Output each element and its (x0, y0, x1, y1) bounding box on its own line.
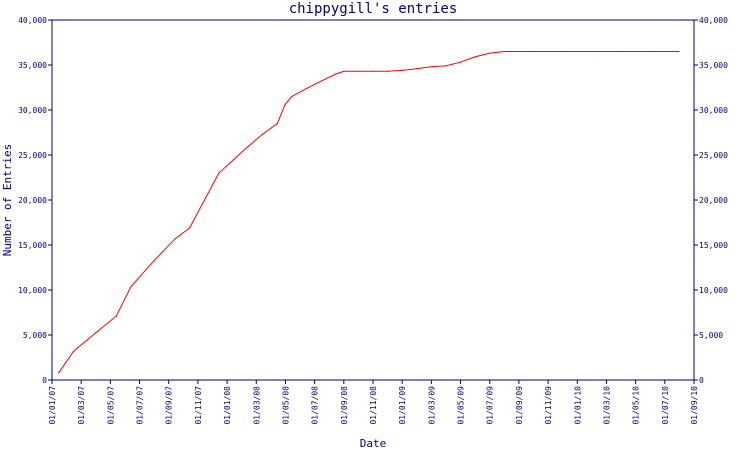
y-tick-label-right: 15,000 (699, 241, 728, 250)
data-point (218, 172, 220, 174)
x-tick-label: 01/11/09 (544, 386, 553, 425)
y-tick-label-right: 30,000 (699, 106, 728, 115)
data-point (591, 50, 594, 53)
plot-frame (51, 19, 695, 381)
y-tick-label-right: 20,000 (699, 196, 728, 205)
data-point (503, 50, 505, 53)
y-tick-label-left: 0 (42, 376, 47, 385)
x-tick-label: 01/03/07 (77, 386, 86, 425)
data-point (261, 133, 264, 135)
series-layer (58, 50, 680, 374)
y-tick-label-left: 25,000 (18, 151, 47, 160)
entries-line (58, 51, 680, 374)
y-tick-label-left: 15,000 (18, 241, 47, 250)
x-tick-label: 01/05/07 (106, 386, 115, 425)
data-point (203, 199, 206, 201)
y-tick-label-right: 0 (699, 376, 704, 385)
data-point (189, 227, 191, 229)
data-point (532, 50, 535, 53)
data-point (335, 73, 337, 75)
x-tick-label: 01/03/10 (602, 386, 611, 425)
data-point (401, 69, 404, 71)
data-point (562, 50, 564, 53)
x-tick-label: 01/03/08 (252, 386, 261, 425)
x-tick-label: 01/11/07 (194, 386, 203, 425)
data-point (284, 104, 286, 106)
x-tick-label: 01/09/07 (165, 386, 174, 425)
data-point (291, 95, 293, 98)
x-tick-label: 01/01/10 (573, 386, 582, 425)
data-point (174, 238, 176, 240)
data-point (94, 332, 96, 334)
x-tick-label: 01/09/08 (340, 386, 349, 425)
x-tick-label: 01/07/08 (311, 386, 320, 425)
y-tick-label-right: 25,000 (699, 151, 728, 160)
data-point (58, 372, 60, 374)
data-point (518, 50, 520, 53)
x-tick-label: 01/01/07 (48, 386, 57, 425)
data-point (73, 350, 75, 352)
x-tick-label: 01/09/10 (690, 386, 699, 425)
x-tick-label: 01/09/09 (515, 386, 524, 425)
x-tick-label: 01/01/08 (223, 386, 232, 425)
data-point (306, 87, 308, 89)
y-tick-label-right: 10,000 (699, 286, 728, 295)
data-point (130, 285, 132, 287)
data-point (416, 68, 418, 70)
data-point (233, 158, 235, 161)
x-axis-label: Date (360, 437, 387, 450)
y-tick-label-left: 5,000 (23, 331, 47, 340)
x-tick-label: 01/07/07 (136, 386, 145, 425)
x-tick-label: 01/05/10 (632, 386, 641, 425)
data-point (459, 61, 461, 63)
x-tick-label: 01/05/08 (281, 386, 290, 425)
data-point (320, 80, 322, 82)
y-tick-label-right: 40,000 (699, 16, 728, 25)
data-point (649, 50, 651, 53)
x-tick-label: 01/01/09 (398, 386, 407, 425)
data-point (387, 70, 389, 72)
y-tick-label-left: 40,000 (18, 16, 47, 25)
y-tick-label-left: 20,000 (18, 196, 47, 205)
x-tick-label: 01/11/08 (369, 386, 378, 425)
y-tick-label-right: 5,000 (699, 331, 723, 340)
x-tick-label: 01/07/09 (486, 386, 495, 425)
data-point (372, 70, 374, 72)
chart-title: chippygill's entries (289, 1, 458, 17)
data-point (430, 66, 432, 68)
y-axis: 0 0 5,000 5,000 10,000 10,000 15,000 15,000 20,0… (18, 16, 728, 385)
x-tick-label: 01/03/09 (427, 386, 436, 425)
x-axis: 01/01/07 01/03/07 01/05/07 01/07/07 01/09/07… (48, 380, 699, 425)
y-tick-label-left: 35,000 (18, 61, 47, 70)
data-point (445, 65, 447, 67)
y-tick-label-left: 30,000 (18, 106, 47, 115)
y-tick-label-left: 10,000 (18, 286, 47, 295)
y-axis-label: Number of Entries (1, 144, 14, 257)
data-point (678, 50, 680, 53)
data-point (276, 122, 278, 125)
data-point (488, 52, 490, 54)
y-tick-label-right: 35,000 (699, 61, 728, 70)
x-tick-label: 01/05/09 (457, 386, 466, 425)
data-point (343, 70, 345, 72)
data-point (474, 56, 476, 58)
data-point (115, 315, 117, 317)
data-point (357, 70, 359, 72)
data-point (620, 50, 622, 53)
data-point (248, 145, 250, 147)
data-point (153, 260, 155, 262)
x-tick-label: 01/07/10 (661, 386, 670, 425)
